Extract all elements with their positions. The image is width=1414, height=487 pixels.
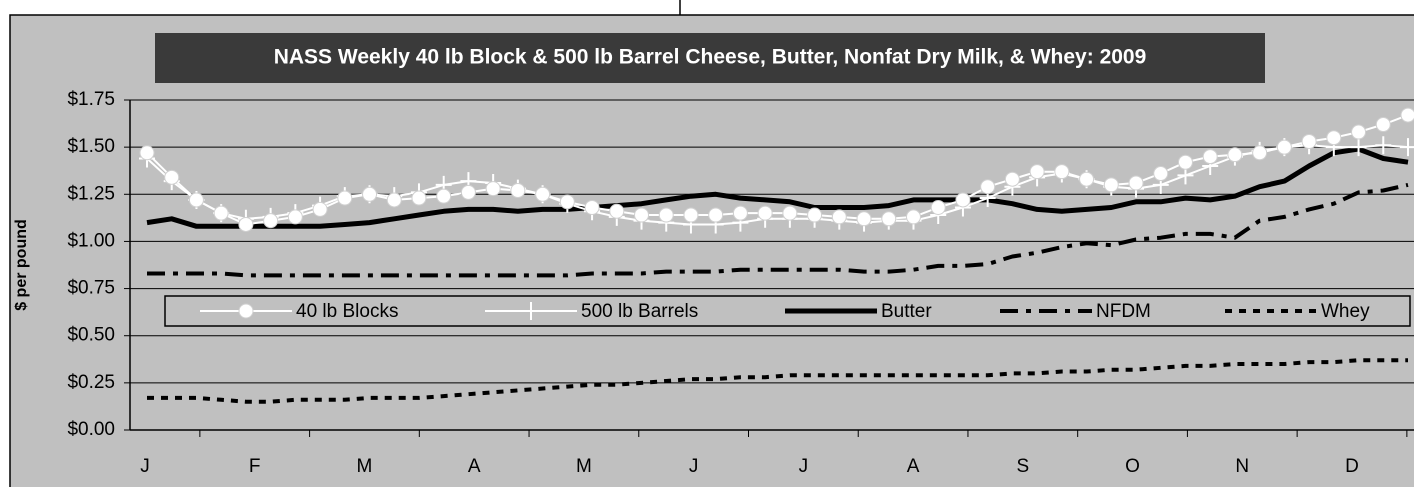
y-tick-label: $1.50	[67, 136, 115, 157]
marker	[609, 203, 625, 219]
marker	[411, 190, 427, 206]
marker	[708, 207, 724, 223]
legend-label: NFDM	[1096, 301, 1151, 322]
marker	[485, 181, 501, 197]
marker	[263, 213, 279, 229]
marker	[782, 205, 798, 221]
x-tick-label: J	[140, 456, 150, 477]
marker	[807, 207, 823, 223]
legend-label: 500 lb Barrels	[581, 301, 698, 322]
y-axis-label: $ per pound	[13, 219, 30, 311]
marker	[1350, 138, 1367, 157]
marker	[1375, 117, 1391, 133]
marker	[1252, 145, 1268, 161]
chart-area	[9, 14, 1414, 487]
marker	[1276, 139, 1292, 155]
x-tick-label: M	[576, 456, 592, 477]
marker	[362, 186, 378, 202]
chart-title: NASS Weekly 40 lb Block & 500 lb Barrel …	[274, 46, 1147, 69]
x-tick-label: A	[907, 456, 920, 477]
marker	[1177, 154, 1193, 170]
marker	[1351, 124, 1367, 140]
series-line	[146, 146, 1409, 229]
x-tick-label: S	[1016, 456, 1029, 477]
marker	[732, 205, 748, 221]
marker	[1375, 136, 1392, 155]
marker	[905, 209, 921, 225]
legend-label: Butter	[881, 301, 932, 322]
x-tick-label: A	[468, 456, 481, 477]
series-line	[147, 358, 1408, 404]
marker	[1128, 175, 1144, 191]
legend-label: 40 lb Blocks	[296, 301, 398, 322]
x-tick-label: D	[1345, 456, 1359, 477]
marker	[312, 201, 328, 217]
marker	[584, 199, 600, 215]
marker	[1301, 133, 1317, 149]
y-tick-label: $0.00	[67, 419, 115, 440]
marker	[1227, 147, 1243, 163]
marker	[238, 303, 254, 319]
y-tick-label: $1.00	[67, 230, 115, 251]
marker	[460, 184, 476, 200]
x-tick-label: J	[689, 456, 699, 477]
marker	[1029, 164, 1045, 180]
marker	[634, 207, 650, 223]
marker	[1202, 149, 1218, 165]
marker	[955, 192, 971, 208]
title-box	[155, 33, 1265, 83]
marker	[1079, 171, 1095, 187]
marker	[856, 211, 872, 227]
x-tick-label: M	[357, 456, 373, 477]
marker	[980, 179, 996, 195]
y-tick-label: $0.25	[67, 372, 115, 393]
marker	[559, 194, 575, 210]
markers	[139, 107, 1414, 232]
x-tick-label: N	[1235, 456, 1249, 477]
marker	[535, 186, 551, 202]
marker	[386, 192, 402, 208]
y-tick-label: $1.75	[67, 89, 115, 110]
marker	[1103, 177, 1119, 193]
marker	[337, 190, 353, 206]
y-tick-label: $0.75	[67, 278, 115, 299]
marker	[510, 183, 526, 199]
x-tick-label: O	[1125, 456, 1140, 477]
marker	[1326, 130, 1342, 146]
marker	[164, 169, 180, 185]
marker	[238, 216, 254, 232]
legend-label: Whey	[1321, 301, 1370, 322]
marker	[523, 302, 539, 320]
series-line	[147, 182, 1409, 278]
marker	[881, 211, 897, 227]
y-tick-label: $1.25	[67, 183, 115, 204]
marker	[1400, 138, 1414, 157]
marker	[757, 205, 773, 221]
marker	[287, 209, 303, 225]
series-line	[146, 114, 1409, 226]
y-tick-label: $0.50	[67, 325, 115, 346]
marker	[1400, 107, 1414, 123]
marker	[683, 207, 699, 223]
marker	[188, 192, 204, 208]
marker	[213, 205, 229, 221]
marker	[139, 145, 155, 161]
marker	[831, 209, 847, 225]
marker	[1153, 166, 1169, 182]
marker	[1054, 164, 1070, 180]
marker	[930, 199, 946, 215]
x-tick-label: F	[249, 456, 261, 477]
marker	[436, 188, 452, 204]
x-tick-label: J	[799, 456, 809, 477]
marker	[1004, 171, 1020, 187]
marker	[658, 207, 674, 223]
